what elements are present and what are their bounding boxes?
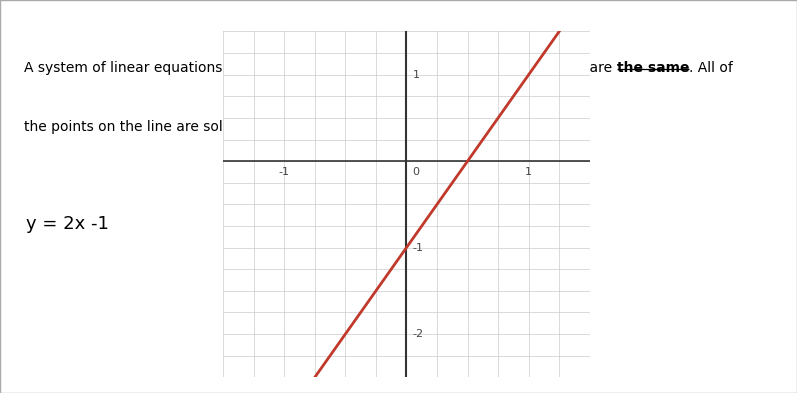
Text: -1: -1 [279,167,290,177]
Text: A system of linear equations has: A system of linear equations has [24,61,255,75]
Text: 0: 0 [413,167,419,177]
Text: the same: the same [617,61,689,75]
Text: when the graphs of the equations are: when the graphs of the equations are [346,61,617,75]
Text: 1: 1 [413,70,419,80]
Text: 1: 1 [525,167,532,177]
Text: -2: -2 [413,329,424,339]
Text: the points on the line are solutions to the system.: the points on the line are solutions to … [24,120,369,134]
Text: y = 2x -1: y = 2x -1 [26,215,108,233]
Text: . All of: . All of [689,61,733,75]
Text: _____________: _____________ [255,61,346,75]
Text: -1: -1 [413,242,423,253]
